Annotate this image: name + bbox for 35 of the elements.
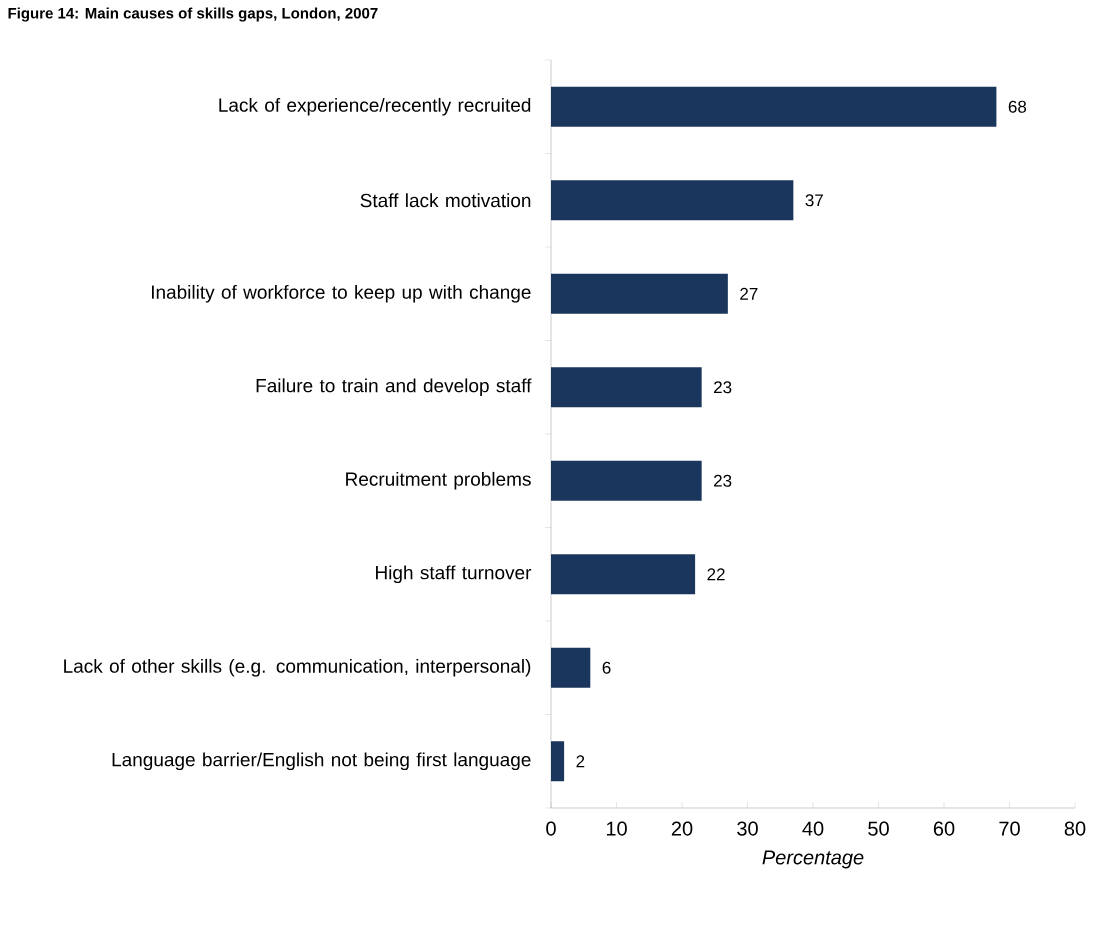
y-tick-label: Failure to train and develop staff — [256, 378, 532, 397]
data-label: 23 — [714, 474, 732, 487]
bar — [551, 86, 997, 127]
x-tick-label: 40 — [802, 821, 824, 836]
y-tick-label: Recruitment problems — [346, 471, 531, 490]
x-tick-label: 0 — [546, 821, 556, 836]
x-tick-label: 10 — [606, 821, 627, 836]
y-tick-label: High staff turnover — [376, 565, 532, 584]
data-label: 23 — [714, 381, 732, 394]
y-tick-label: Language barrier/English not being first language — [112, 752, 531, 771]
x-axis-title: Percentage — [762, 850, 864, 869]
text: Figure 14: Main causes of skills gaps, London, 2007 — [8, 7, 378, 22]
x-tick-label: 60 — [933, 821, 955, 836]
x-tick-label: 70 — [999, 821, 1020, 836]
bar — [551, 273, 728, 314]
bar — [551, 554, 696, 595]
bar — [551, 647, 591, 688]
x-tick-label: 50 — [868, 821, 889, 836]
x-tick-label: 30 — [737, 821, 758, 836]
data-label: 6 — [602, 661, 611, 674]
data-label: 68 — [1008, 100, 1027, 113]
bar — [551, 180, 794, 221]
data-label: 22 — [707, 568, 725, 581]
bar — [551, 460, 702, 501]
x-tick-label: 20 — [671, 821, 693, 836]
data-label: 2 — [576, 755, 585, 768]
y-tick-label: Lack of experience/recently recruited — [219, 97, 531, 116]
data-label: 37 — [805, 194, 823, 207]
bar — [551, 741, 565, 782]
y-tick-label: Lack of other skills (e.g. communication, interpersonal) — [64, 658, 531, 677]
y-tick-label: Staff lack motivation — [360, 193, 531, 208]
x-tick-label: 80 — [1064, 821, 1086, 836]
bar — [551, 367, 702, 408]
data-label: 27 — [740, 287, 758, 300]
y-tick-label: Inability of workforce to keep up with change — [151, 284, 531, 303]
